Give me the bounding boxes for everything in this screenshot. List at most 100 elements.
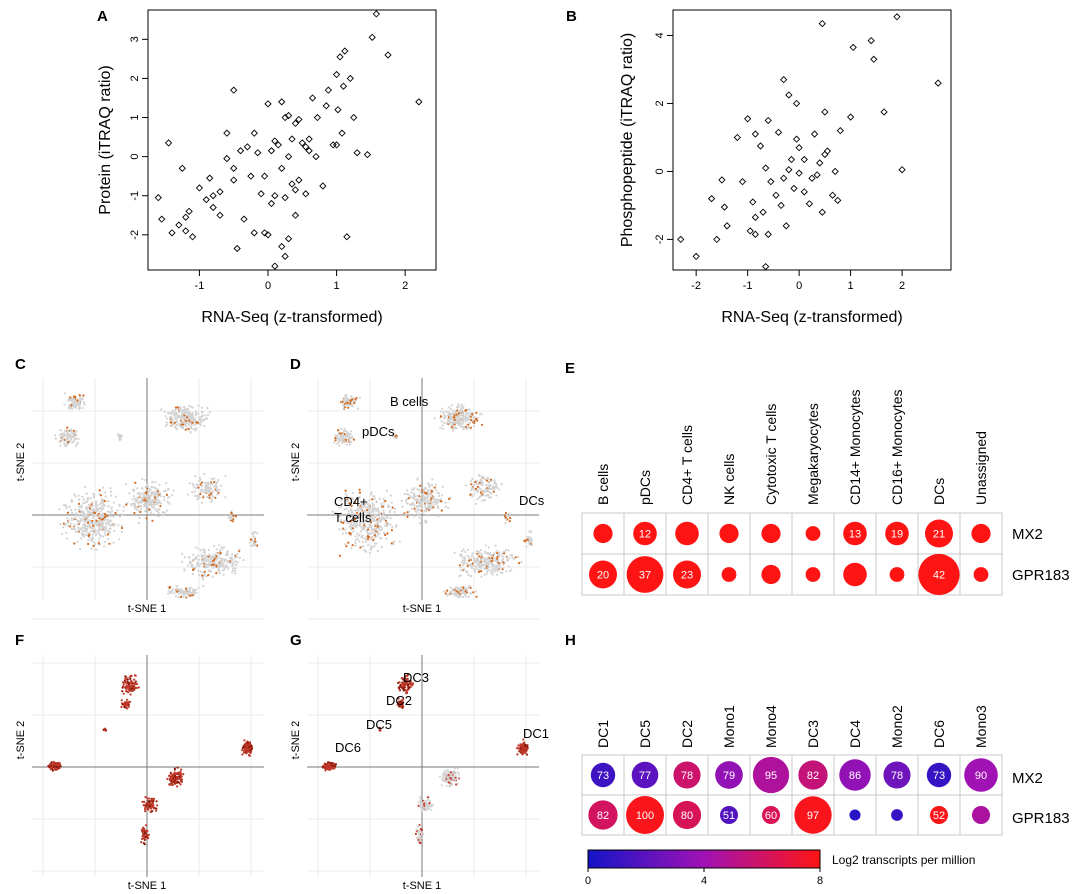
column-label-e: pDCs — [637, 470, 653, 505]
tsne-point — [419, 484, 422, 487]
tsne-point — [369, 493, 373, 496]
tsne-point — [377, 507, 380, 510]
tsne-point — [152, 804, 155, 807]
tsne-point — [202, 496, 205, 499]
tsne-point — [461, 420, 465, 424]
tsne-point — [360, 500, 363, 503]
tsne-point — [450, 404, 453, 407]
tsne-point — [130, 687, 133, 690]
tsne-point — [345, 404, 349, 407]
tsne-point — [244, 747, 247, 750]
scatter-point-b — [785, 166, 793, 174]
scatter-point-b — [934, 79, 942, 87]
tsne-point — [345, 429, 348, 433]
tsne-point — [175, 585, 179, 588]
tsne-point — [86, 499, 89, 502]
tsne-point — [110, 490, 113, 493]
tsne-point — [106, 510, 109, 513]
tsne-point — [487, 564, 490, 567]
tsne-point — [133, 687, 136, 690]
tsne-point — [349, 528, 353, 531]
tsne-point — [375, 522, 378, 526]
tsne-point — [215, 490, 218, 493]
tsne-point — [471, 562, 474, 565]
tsne-point — [350, 440, 353, 444]
tsne-point — [373, 514, 376, 517]
tsne-point — [389, 494, 392, 497]
tsne-point — [373, 528, 376, 531]
tsne-point — [76, 540, 79, 543]
tsne-point — [200, 406, 203, 409]
tsne-point — [74, 495, 77, 498]
tsne-point — [404, 499, 408, 502]
tsne-point — [437, 492, 441, 495]
tsne-point — [485, 568, 488, 571]
tsne-point — [345, 507, 348, 510]
scatter-point-b — [898, 166, 906, 174]
tsne-point — [131, 498, 134, 501]
tsne-point — [477, 550, 481, 553]
scatter-point-b — [816, 159, 824, 167]
tsne-point — [81, 510, 85, 513]
tsne-point — [467, 414, 470, 417]
bubble-label-h: 78 — [891, 770, 903, 782]
column-label-h: Mono1 — [721, 705, 737, 748]
tsne-point — [475, 482, 478, 485]
tsne-point — [380, 527, 383, 530]
tsne-point — [341, 532, 345, 535]
tsne-point — [443, 421, 446, 424]
tsne-point — [493, 479, 496, 482]
tsne-point — [367, 543, 370, 546]
tsne-point — [497, 554, 500, 557]
scatter-point-a — [295, 176, 303, 184]
tsne-point — [213, 553, 216, 556]
tsne-point — [77, 494, 80, 497]
tsne-point — [132, 494, 136, 498]
tsne-point — [101, 508, 104, 511]
tsne-point — [489, 484, 492, 487]
tsne-point — [104, 513, 107, 516]
tsne-point — [481, 423, 484, 426]
bubble-h — [672, 800, 702, 830]
tsne-point — [179, 595, 183, 599]
bubble-label-e: 19 — [891, 529, 903, 541]
scatter-point-a — [230, 176, 238, 184]
tsne-point — [516, 753, 519, 756]
tsne-point — [373, 497, 376, 500]
tsne-point — [92, 524, 95, 527]
tsne-point — [366, 519, 369, 522]
tsne-point — [455, 421, 458, 424]
tsne-point — [495, 494, 498, 497]
tsne-point — [347, 434, 351, 437]
tsne-point — [370, 548, 373, 551]
bubble-label-e: 20 — [597, 570, 609, 582]
tsne-point — [389, 509, 392, 512]
x-tick-label-b: 2 — [899, 280, 905, 292]
tsne-point — [449, 412, 452, 415]
tsne-point — [460, 417, 463, 420]
tsne-point — [417, 804, 420, 807]
tsne-point — [82, 519, 85, 522]
tsne-point — [418, 513, 421, 516]
tsne-point — [348, 437, 351, 440]
column-label-e: B cells — [595, 464, 611, 505]
tsne-point — [452, 412, 455, 416]
tsne-point — [450, 415, 453, 418]
tsne-point — [485, 484, 488, 487]
tsne-point — [203, 549, 206, 552]
tsne-point — [54, 434, 57, 437]
tsne-point — [101, 513, 104, 517]
tsne-point — [480, 483, 483, 486]
tsne-point — [71, 436, 74, 439]
tsne-point — [153, 492, 156, 495]
tsne-point — [180, 773, 183, 776]
tsne-point — [75, 512, 78, 515]
tsne-point — [217, 490, 220, 493]
tsne-point — [211, 566, 214, 570]
tsne-point — [453, 767, 457, 770]
cluster-label-dc5: DC5 — [366, 717, 392, 732]
tsne-point — [454, 772, 457, 775]
bubble-e — [805, 526, 821, 541]
tsne-point — [226, 553, 229, 556]
tsne-point — [473, 420, 476, 423]
